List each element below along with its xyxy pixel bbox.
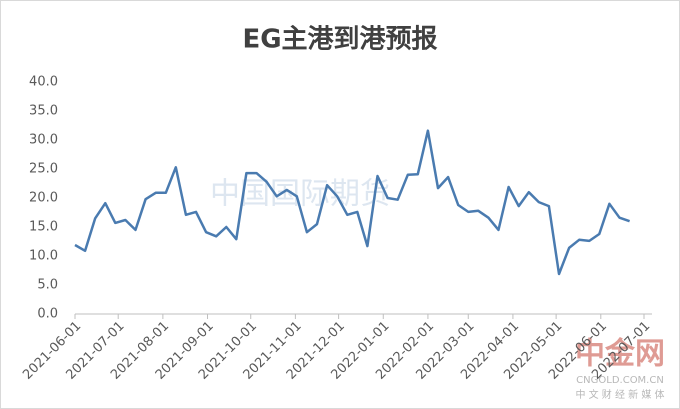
y-tick-label: 35.0 [29, 104, 58, 119]
y-tick-label: 10.0 [29, 249, 58, 264]
y-tick-label: 25.0 [29, 162, 58, 177]
watermark: CNGOLD.COM.CN [576, 375, 664, 386]
y-tick-label: 20.0 [29, 191, 58, 206]
y-tick-label: 15.0 [29, 220, 58, 235]
watermark: 中 文 财 经 新 媒 体 [575, 388, 664, 401]
chart-title: EG主港到港预报 [242, 24, 437, 55]
watermark: 中金网 [575, 337, 665, 372]
y-tick-label: 40.0 [29, 75, 58, 90]
y-tick-label: 30.0 [29, 133, 58, 148]
y-tick-label: 0.0 [37, 307, 58, 322]
data-line [74, 129, 631, 276]
y-tick-label: 5.0 [37, 278, 58, 293]
